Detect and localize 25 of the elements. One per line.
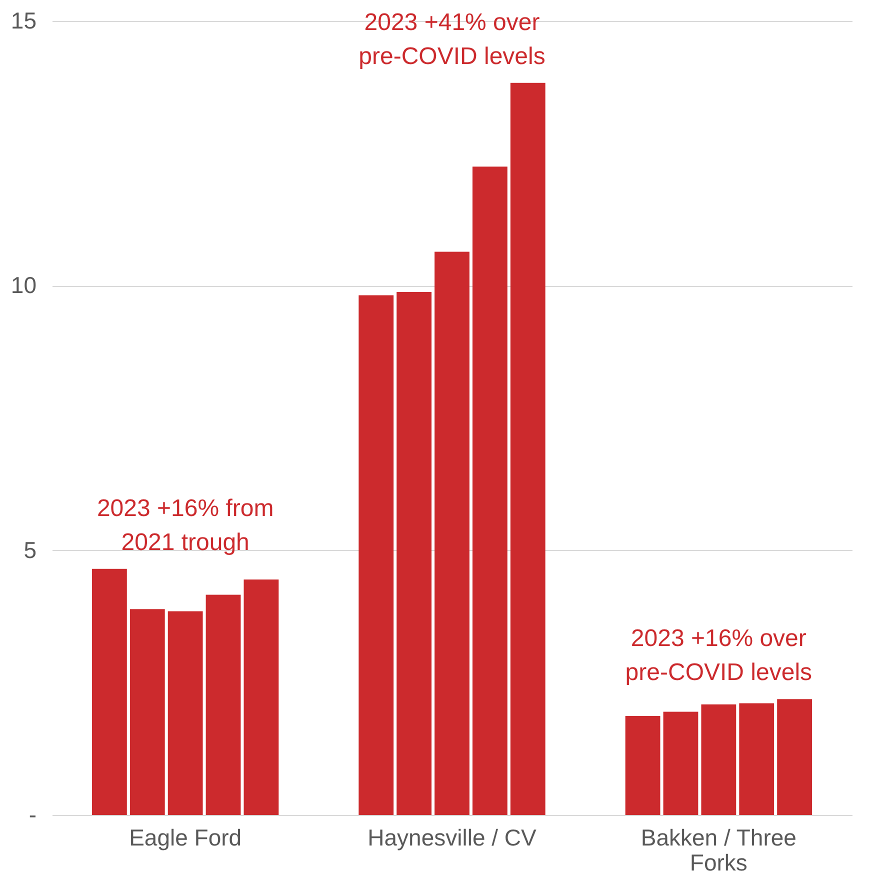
bar <box>777 699 812 815</box>
x-tick-label: Eagle Ford <box>129 824 242 850</box>
annotation: 2023 +16% over pre-COVID levels <box>625 625 812 686</box>
bar <box>358 295 394 815</box>
bar <box>168 611 203 815</box>
bar <box>92 568 127 815</box>
bar <box>206 594 241 815</box>
y-tick-label: - <box>28 802 36 828</box>
x-tick-label: Haynesville / CV <box>368 824 538 850</box>
bar <box>663 712 698 815</box>
bar <box>510 82 546 815</box>
annotation: 2023 +16% from 2021 trough <box>96 494 274 556</box>
bar <box>739 703 774 815</box>
bar <box>625 716 660 815</box>
bar <box>701 704 736 815</box>
x-tick-label: Bakken / Three Forks <box>640 824 796 876</box>
y-tick-label: 5 <box>24 536 36 563</box>
bar <box>130 609 165 815</box>
bar <box>472 166 508 815</box>
bar <box>396 292 432 815</box>
annotation: 2023 +41% over pre-COVID levels <box>358 8 546 70</box>
bar <box>244 579 279 815</box>
y-tick-label: 15 <box>10 8 36 34</box>
y-tick-label: 10 <box>10 272 36 298</box>
bar <box>434 252 470 815</box>
